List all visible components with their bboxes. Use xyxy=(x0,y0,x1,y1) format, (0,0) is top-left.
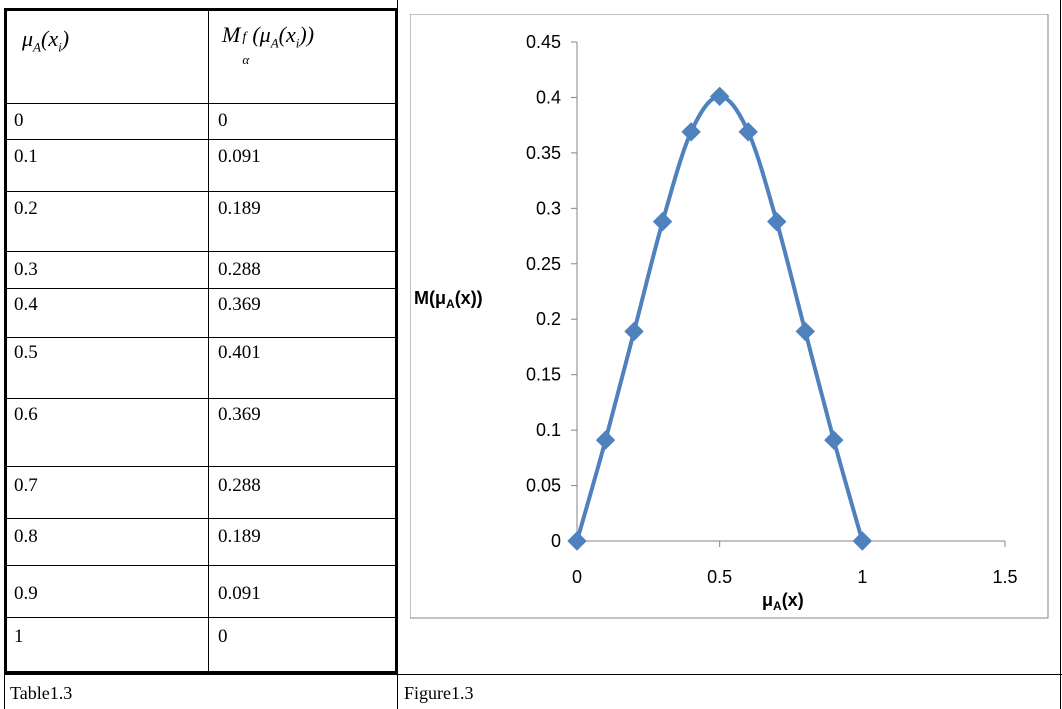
data-point-marker xyxy=(624,321,644,342)
table-cell-m: 0.288 xyxy=(218,475,261,496)
x-tick-label: 1.5 xyxy=(992,567,1017,587)
row-divider xyxy=(7,466,395,467)
row-divider xyxy=(7,103,395,104)
y-tick-label: 0.3 xyxy=(536,198,561,218)
table-cell-x: 1 xyxy=(14,626,24,647)
row-divider xyxy=(7,139,395,140)
y-tick-label: 0.15 xyxy=(526,365,561,385)
membership-measure-chart: 0 0.05 0.1 0.15 0.2 0.25 0.3 0.35 0.4 0.45 0 0.5 1 1… xyxy=(410,14,1049,619)
x-tick-label: 1 xyxy=(857,567,867,587)
table-cell-x: 0.8 xyxy=(14,526,38,547)
row-divider xyxy=(7,191,395,192)
table-cell-x: 0 xyxy=(14,110,24,131)
table-cell-x: 0.1 xyxy=(14,146,38,167)
data-point-marker xyxy=(852,531,873,551)
y-tick-label: 0.05 xyxy=(526,476,561,496)
row-divider xyxy=(7,288,395,289)
y-tick-label: 0.35 xyxy=(526,143,561,163)
table-cell-x: 0.4 xyxy=(14,294,38,315)
chart-frame xyxy=(410,14,1049,619)
table-cell-x: 0.5 xyxy=(14,342,38,363)
y-tick-label: 0 xyxy=(551,531,561,551)
caption-row-top xyxy=(4,674,1062,675)
data-point-marker xyxy=(824,430,844,450)
data-point-marker xyxy=(738,122,758,142)
table-cell-x: 0.6 xyxy=(14,404,38,425)
data-table xyxy=(4,8,398,674)
table-cell-m: 0.189 xyxy=(218,526,261,547)
row-divider xyxy=(7,617,395,618)
data-point-marker xyxy=(595,430,616,450)
data-point-marker xyxy=(767,211,787,232)
page-left-edge xyxy=(4,674,5,709)
table-column-divider xyxy=(208,8,209,674)
row-divider xyxy=(7,565,395,566)
table-cell-m: 0.369 xyxy=(218,404,261,425)
data-point-marker xyxy=(652,211,673,232)
table-cell-x: 0.7 xyxy=(14,475,38,496)
x-axis-title: μA(x) xyxy=(762,590,804,613)
row-divider xyxy=(7,518,395,519)
table-cell-m: 0 xyxy=(218,110,228,131)
y-tick-label: 0.25 xyxy=(526,254,561,274)
table-cell-m: 0.091 xyxy=(218,583,261,604)
row-divider xyxy=(7,398,395,399)
y-tick-label: 0.1 xyxy=(536,420,561,440)
table-cell-x: 0.3 xyxy=(14,259,38,280)
x-tick-label: 0.5 xyxy=(707,567,732,587)
table-cell-m: 0.288 xyxy=(218,259,261,280)
y-tick-label: 0.2 xyxy=(536,309,561,329)
data-point-marker xyxy=(567,531,587,551)
x-tick-label: 0 xyxy=(572,567,582,587)
row-divider xyxy=(7,251,395,252)
y-tick-label: 0.4 xyxy=(536,87,561,107)
table-caption: Table1.3 xyxy=(10,683,73,703)
y-axis-title: M(μA(x)) xyxy=(414,288,483,311)
figure-caption: Figure1.3 xyxy=(404,683,474,703)
data-point-marker xyxy=(681,122,701,142)
panel-divider xyxy=(397,0,398,709)
table-cell-m: 0 xyxy=(218,626,228,647)
table-header-membership: μA(xi) xyxy=(22,26,70,55)
data-point-marker xyxy=(709,86,730,107)
table-cell-m: 0.091 xyxy=(218,146,261,167)
table-cell-x: 0.2 xyxy=(14,198,38,219)
data-point-marker xyxy=(795,321,815,342)
row-divider xyxy=(7,337,395,338)
page-right-edge xyxy=(1060,0,1061,709)
table-cell-x: 0.9 xyxy=(14,583,38,604)
table-cell-m: 0.401 xyxy=(218,342,261,363)
y-tick-label: 0.45 xyxy=(526,32,561,52)
table-cell-m: 0.189 xyxy=(218,198,261,219)
table-cell-m: 0.369 xyxy=(218,294,261,315)
